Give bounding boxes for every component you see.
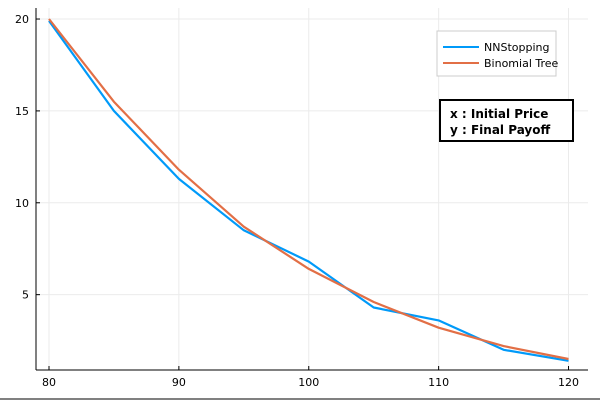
series-lines <box>48 18 569 362</box>
x-tick-label: 90 <box>172 376 186 389</box>
annotation-box: x : Initial Price y : Final Payoff <box>439 99 574 142</box>
y-axis-ticks: 5 10 15 20 <box>15 13 40 302</box>
annotation-line-x: x : Initial Price <box>450 107 548 121</box>
legend-label-binomial-tree: Binomial Tree <box>484 57 559 70</box>
x-tick-label: 120 <box>558 376 579 389</box>
y-tick-label: 15 <box>15 105 29 118</box>
legend-label-nnstopping: NNStopping <box>484 41 549 54</box>
x-tick-label: 100 <box>298 376 319 389</box>
axes <box>0 8 600 400</box>
legend: NNStopping Binomial Tree <box>436 30 559 77</box>
x-tick-label: 80 <box>42 376 56 389</box>
series-line-binomial-tree <box>48 18 569 361</box>
y-tick-label: 5 <box>22 289 29 302</box>
x-axis-ticks: 80 90 100 110 120 <box>42 366 579 389</box>
annotation-line-y: y : Final Payoff <box>450 123 550 137</box>
y-tick-label: 10 <box>15 197 29 210</box>
legend-box <box>436 30 557 77</box>
grid-lines <box>36 8 588 370</box>
y-tick-label: 20 <box>15 13 29 26</box>
annotation-frame <box>439 99 574 142</box>
x-tick-label: 110 <box>428 376 449 389</box>
